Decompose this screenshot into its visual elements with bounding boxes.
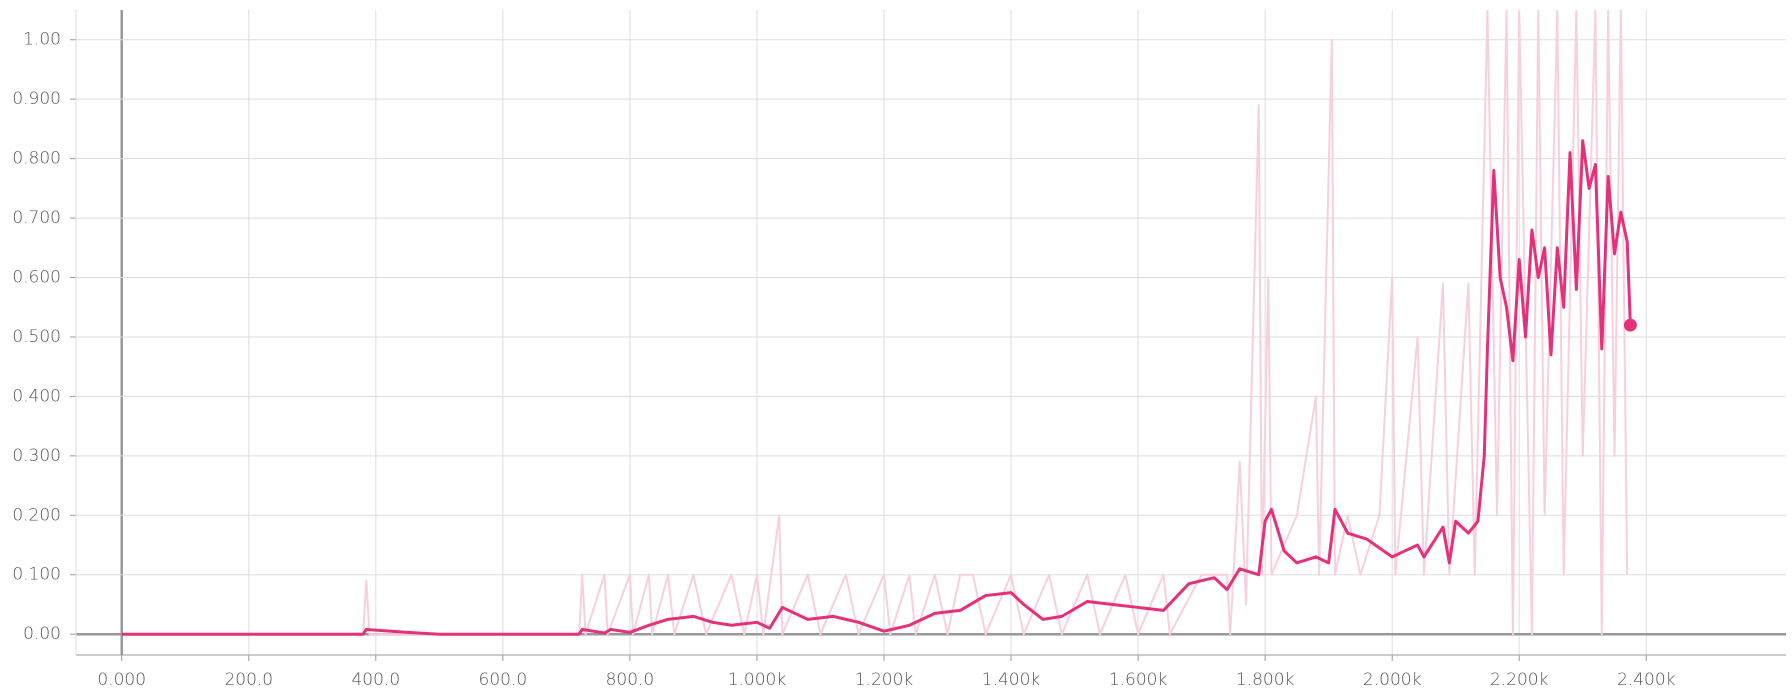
x-tick-label: 400.0 xyxy=(351,670,400,690)
y-tick-label: 0.800 xyxy=(12,149,61,169)
x-tick-label: 2.200k xyxy=(1490,670,1549,690)
y-tick-label: 0.700 xyxy=(12,208,61,228)
x-tick-label: 1.600k xyxy=(1109,670,1168,690)
y-tick-label: 0.900 xyxy=(12,89,61,109)
x-tick-label: 1.000k xyxy=(728,670,787,690)
y-tick-label: 0.00 xyxy=(23,624,61,644)
y-tick-label: 0.200 xyxy=(12,505,61,525)
smoothed-line xyxy=(121,139,1632,636)
x-tick-label: 0.000 xyxy=(97,670,146,690)
x-tick-label: 600.0 xyxy=(479,670,528,690)
y-tick-label: 0.100 xyxy=(12,565,61,585)
last-point xyxy=(1623,318,1637,332)
y-tick-label: 0.600 xyxy=(12,268,61,288)
x-tick-label: 1.800k xyxy=(1236,670,1295,690)
y-tick-label: 1.00 xyxy=(23,30,61,50)
x-tick-label: 1.400k xyxy=(982,670,1041,690)
plot-area xyxy=(121,10,1632,636)
raw-line xyxy=(121,10,1629,636)
x-tick-label: 2.400k xyxy=(1617,670,1676,690)
x-tick-label: 200.0 xyxy=(224,670,273,690)
y-tick-label: 0.400 xyxy=(12,386,61,406)
x-tick-label: 2.000k xyxy=(1363,670,1422,690)
x-tick-label: 800.0 xyxy=(606,670,655,690)
y-tick-label: 0.300 xyxy=(12,446,61,466)
y-tick-label: 0.500 xyxy=(12,327,61,347)
x-tick-label: 1.200k xyxy=(855,670,914,690)
